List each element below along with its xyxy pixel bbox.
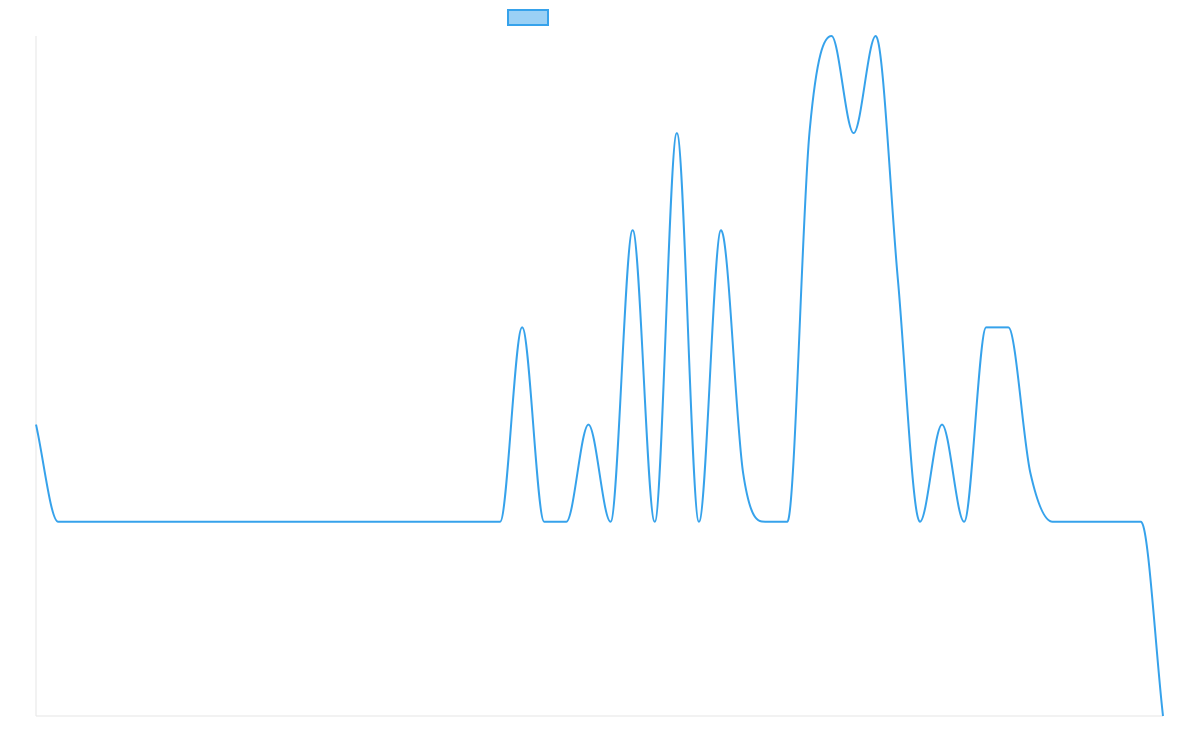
data-point[interactable] bbox=[961, 519, 967, 525]
data-point[interactable] bbox=[387, 519, 393, 525]
data-point[interactable] bbox=[1116, 519, 1122, 525]
data-point[interactable] bbox=[77, 519, 83, 525]
data-point[interactable] bbox=[585, 422, 591, 428]
data-point[interactable] bbox=[762, 519, 768, 525]
data-point[interactable] bbox=[873, 33, 879, 39]
data-point[interactable] bbox=[409, 519, 415, 525]
data-point[interactable] bbox=[276, 519, 282, 525]
legend[interactable] bbox=[507, 9, 549, 26]
data-point[interactable] bbox=[630, 227, 636, 233]
data-point[interactable] bbox=[563, 519, 569, 525]
data-point[interactable] bbox=[1050, 519, 1056, 525]
data-point[interactable] bbox=[364, 519, 370, 525]
data-point[interactable] bbox=[1027, 470, 1033, 476]
data-point[interactable] bbox=[608, 519, 614, 525]
data-point[interactable] bbox=[497, 519, 503, 525]
data-point[interactable] bbox=[1138, 519, 1144, 525]
data-point[interactable] bbox=[298, 519, 304, 525]
data-point[interactable] bbox=[55, 519, 61, 525]
data-point[interactable] bbox=[740, 470, 746, 476]
data-point[interactable] bbox=[1005, 324, 1011, 330]
data-point[interactable] bbox=[519, 324, 525, 330]
data-point[interactable] bbox=[210, 519, 216, 525]
data-point[interactable] bbox=[829, 33, 835, 39]
data-point[interactable] bbox=[342, 519, 348, 525]
data-point[interactable] bbox=[188, 519, 194, 525]
data-point[interactable] bbox=[939, 422, 945, 428]
data-point[interactable] bbox=[541, 519, 547, 525]
data-point[interactable] bbox=[718, 227, 724, 233]
data-point[interactable] bbox=[143, 519, 149, 525]
data-point[interactable] bbox=[917, 519, 923, 525]
data-point[interactable] bbox=[1160, 713, 1166, 719]
series-group bbox=[33, 33, 1166, 719]
data-point[interactable] bbox=[784, 519, 790, 525]
data-point[interactable] bbox=[254, 519, 260, 525]
data-point[interactable] bbox=[166, 519, 172, 525]
data-point[interactable] bbox=[453, 519, 459, 525]
data-point[interactable] bbox=[431, 519, 437, 525]
data-point[interactable] bbox=[895, 276, 901, 282]
data-point[interactable] bbox=[1094, 519, 1100, 525]
data-point[interactable] bbox=[33, 422, 39, 428]
data-point[interactable] bbox=[475, 519, 481, 525]
series-line-0 bbox=[35, 35, 1164, 717]
data-point[interactable] bbox=[320, 519, 326, 525]
legend-swatch[interactable] bbox=[507, 9, 549, 26]
data-point[interactable] bbox=[99, 519, 105, 525]
data-point[interactable] bbox=[674, 130, 680, 136]
data-point[interactable] bbox=[696, 519, 702, 525]
data-point[interactable] bbox=[806, 130, 812, 136]
data-point[interactable] bbox=[232, 519, 238, 525]
data-point[interactable] bbox=[851, 130, 857, 136]
data-point[interactable] bbox=[652, 519, 658, 525]
data-point[interactable] bbox=[983, 324, 989, 330]
data-point[interactable] bbox=[121, 519, 127, 525]
axes bbox=[35, 36, 1163, 717]
data-point[interactable] bbox=[1072, 519, 1078, 525]
